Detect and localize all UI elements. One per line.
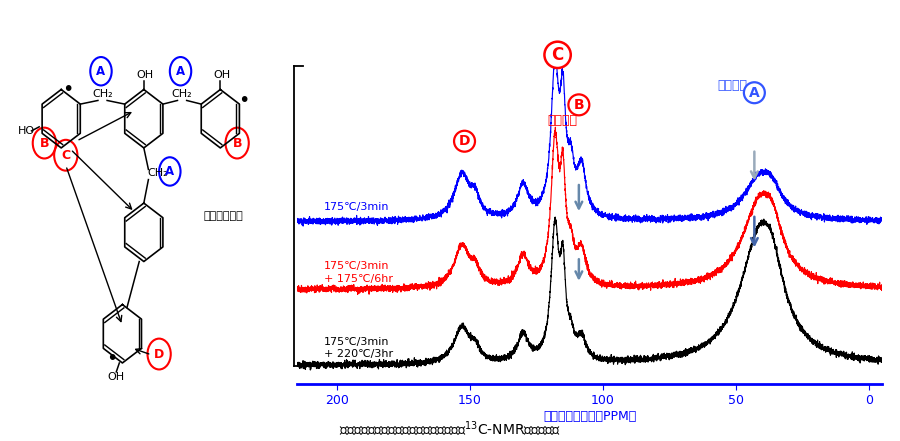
Text: A: A	[749, 86, 760, 100]
Text: HO: HO	[18, 126, 35, 136]
Text: B: B	[40, 137, 50, 149]
Text: C: C	[61, 149, 70, 162]
Text: A: A	[166, 165, 175, 178]
Text: 175℃/3min
+ 175℃/6hr: 175℃/3min + 175℃/6hr	[324, 261, 392, 284]
Text: CH₂: CH₂	[148, 168, 168, 179]
Text: D: D	[459, 134, 471, 148]
Text: 175℃/3min: 175℃/3min	[324, 202, 389, 213]
Text: C: C	[552, 46, 563, 64]
Text: 増加傾向: 増加傾向	[717, 78, 747, 92]
Text: A: A	[176, 65, 185, 78]
Text: •: •	[105, 349, 117, 368]
Text: OH: OH	[108, 372, 125, 382]
Text: •: •	[238, 90, 249, 109]
Text: OH: OH	[137, 70, 154, 80]
Text: D: D	[154, 348, 164, 361]
Text: OH: OH	[213, 70, 230, 80]
Text: 175℃/3min
+ 220℃/3hr: 175℃/3min + 220℃/3hr	[324, 337, 392, 359]
Text: •: •	[62, 80, 73, 99]
Text: B: B	[573, 98, 584, 112]
Text: CH₂: CH₂	[172, 90, 193, 99]
Text: A: A	[96, 65, 105, 78]
Text: 确化条件の異なるフェノール樹脳の固体$^{13}$C-NMRスペクトル: 确化条件の異なるフェノール樹脳の固体$^{13}$C-NMRスペクトル	[339, 419, 561, 439]
X-axis label: ケミカルシフト（PPM）: ケミカルシフト（PPM）	[543, 410, 636, 423]
Text: CH₂: CH₂	[92, 90, 112, 99]
Text: 減少傾向: 減少傾向	[547, 113, 577, 127]
Text: 【确化条件】: 【确化条件】	[203, 211, 243, 221]
Text: B: B	[232, 137, 242, 149]
